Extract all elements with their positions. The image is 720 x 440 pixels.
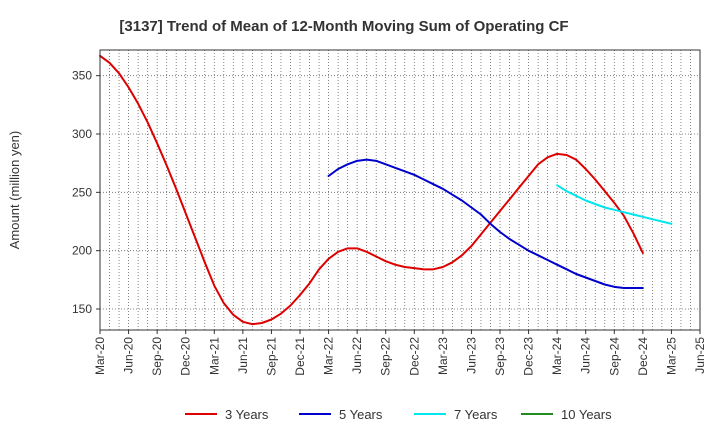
x-tick-label: Dec-22 bbox=[407, 337, 421, 376]
plot-frame bbox=[99, 49, 701, 331]
y-axis-ticks: 150 200 250 300 350 bbox=[72, 69, 100, 316]
x-tick-label: Dec-20 bbox=[179, 337, 193, 376]
legend: 3 Years 5 Years 7 Years 10 Years bbox=[185, 407, 612, 422]
y-tick-label: 300 bbox=[72, 127, 92, 141]
x-tick-label: Dec-21 bbox=[293, 337, 307, 376]
y-tick-label: 350 bbox=[72, 69, 92, 83]
x-tick-label: Jun-23 bbox=[464, 337, 478, 374]
series-line-7-years bbox=[556, 184, 673, 225]
series-lines bbox=[99, 54, 673, 326]
x-axis-ticks: Mar-20 Jun-20 Sep-20 Dec-20 Mar-21 Jun-21 Sep-… bbox=[93, 330, 707, 376]
series-line-5-years bbox=[327, 158, 644, 289]
x-tick-label: Mar-20 bbox=[93, 337, 107, 375]
series-line-3-years bbox=[99, 54, 644, 326]
legend-label: 3 Years bbox=[225, 407, 269, 422]
chart-title: [3137] Trend of Mean of 12-Month Moving … bbox=[119, 18, 568, 35]
x-tick-label: Mar-23 bbox=[436, 337, 450, 375]
x-tick-label: Sep-21 bbox=[264, 337, 278, 376]
x-tick-label: Jun-25 bbox=[693, 337, 707, 374]
y-tick-label: 200 bbox=[72, 244, 92, 258]
x-tick-label: Sep-24 bbox=[607, 337, 621, 376]
y-tick-label: 150 bbox=[72, 302, 92, 316]
x-tick-label: Jun-20 bbox=[122, 337, 136, 374]
legend-label: 7 Years bbox=[454, 407, 498, 422]
x-tick-label: Dec-24 bbox=[636, 337, 650, 376]
x-tick-label: Sep-22 bbox=[379, 337, 393, 376]
plot-area bbox=[100, 50, 700, 330]
x-tick-label: Jun-24 bbox=[579, 337, 593, 374]
x-tick-label: Mar-21 bbox=[207, 337, 221, 375]
y-tick-label: 250 bbox=[72, 185, 92, 199]
x-tick-label: Sep-20 bbox=[150, 337, 164, 376]
y-axis-label: Amount (million yen) bbox=[7, 131, 22, 250]
x-tick-label: Jun-21 bbox=[236, 337, 250, 374]
legend-label: 10 Years bbox=[561, 407, 612, 422]
legend-label: 5 Years bbox=[339, 407, 383, 422]
x-tick-label: Mar-25 bbox=[664, 337, 678, 375]
x-tick-label: Sep-23 bbox=[493, 337, 507, 376]
x-tick-label: Mar-24 bbox=[550, 337, 564, 375]
x-tick-label: Mar-22 bbox=[322, 337, 336, 375]
x-tick-label: Dec-23 bbox=[522, 337, 536, 376]
x-tick-label: Jun-22 bbox=[350, 337, 364, 374]
